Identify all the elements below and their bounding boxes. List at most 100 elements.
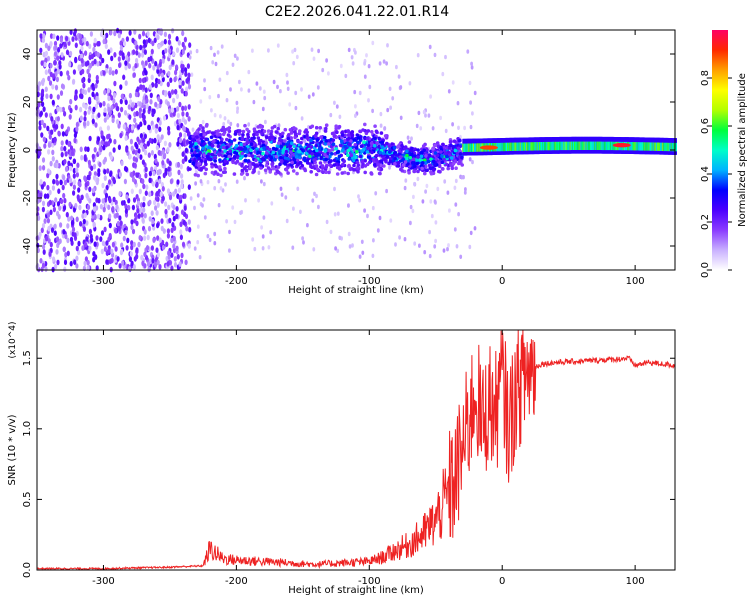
heatmap-cell [358,154,363,159]
heatmap-cell [304,128,309,132]
heatmap-cell [118,215,122,221]
heatmap-cell [223,128,227,132]
heatmap-cell [327,71,330,76]
heatmap-cell [49,41,53,47]
heatmap-cell [317,153,322,157]
heatmap-cell [312,247,316,252]
heatmap-cell [406,135,410,140]
heatmap-cell [260,179,263,184]
heatmap-cell [247,88,251,93]
heatmap-cell [167,33,172,40]
heatmap-cell [148,177,152,184]
heatmap-cell [419,126,423,131]
heatmap-cell [125,126,129,132]
heatmap-cell [377,136,381,141]
heatmap-cell [78,33,82,39]
heatmap-cell [181,30,185,37]
heatmap-cell [416,165,421,169]
heatmap-cell [95,74,99,81]
heatmap-cell [99,203,103,210]
heatmap-cell [86,146,90,153]
heatmap-cell [143,49,147,55]
heatmap-cell [123,110,128,116]
heatmap-cell [279,186,283,191]
heatmap-cell [60,198,64,205]
heatmap-cell [99,146,103,153]
heatmap-cell [174,89,178,95]
heatmap-cell [47,75,51,82]
heatmap-cell [276,126,281,131]
heatmap-cell [252,127,257,131]
heatmap-cell [116,105,120,112]
heatmap-cell [303,167,307,171]
heatmap-cell [150,150,154,156]
heatmap-cell [166,81,170,88]
heatmap-cell [374,153,379,158]
heatmap-cell [107,236,111,243]
heatmap-cell [455,151,460,156]
heatmap-cell [313,152,318,157]
heatmap-cell [87,73,92,79]
heatmap-cell [86,265,90,271]
heatmap-cell [358,129,362,134]
heatmap-cell [337,154,342,159]
heatmap-cell [54,71,58,77]
heatmap-cell [118,263,122,269]
heatmap-cell [281,131,285,136]
heatmap-cell [363,170,368,175]
heatmap-cell [196,240,200,245]
heatmap-cell [546,141,549,151]
heatmap-cell [334,246,337,251]
heatmap-cell [83,175,87,181]
heatmap-cell [85,220,89,226]
heatmap-cell [200,139,205,144]
heatmap-cell [262,89,266,94]
heatmap-cell [326,142,331,146]
snr-y-tick-label: 1.0 [22,421,33,437]
heatmap-cell [269,129,274,134]
heatmap-cell [135,247,139,253]
heatmap-cell [394,153,399,157]
heatmap-cell [137,148,141,154]
heatmap-cell [261,106,265,112]
heatmap-cell [317,147,322,151]
heatmap-cell [423,161,428,165]
heatmap-cell [75,167,79,173]
heatmap-cell [53,137,57,143]
heatmap-cell [94,83,98,89]
heatmap-cell [152,237,156,243]
heatmap-cell [114,228,118,234]
heatmap-cell [416,169,420,174]
colorbar-gradient [712,30,728,270]
heatmap-cell [379,159,384,163]
heatmap-cell [44,69,48,75]
heatmap-cell [444,162,449,167]
heatmap-cell [453,227,457,232]
heatmap-cell [154,128,158,134]
heatmap-cell [128,256,132,262]
heatmap-cell [103,226,107,233]
heatmap-cell [356,163,361,168]
heatmap-cell [416,53,420,58]
heatmap-cell [346,153,350,157]
heatmap-cell [587,141,590,150]
heatmap-cell [213,52,216,57]
heatmap-cell [131,176,136,183]
heatmap-cell [541,142,543,151]
heatmap-cell [100,248,104,255]
heatmap-cell [48,251,52,257]
heatmap-cell [234,161,238,165]
spectrogram-y-tick-label: -20 [22,190,33,206]
heatmap-cell [117,123,121,129]
heatmap-cell [124,99,128,106]
heatmap-cell [163,140,167,147]
heatmap-cell [440,160,445,164]
heatmap-cell [366,143,371,147]
heatmap-cell [469,124,473,130]
heatmap-cell [294,155,299,159]
heatmap-cell [295,171,299,176]
heatmap-cell [201,146,205,151]
heatmap-cell [124,60,128,66]
heatmap-cell [156,68,160,74]
